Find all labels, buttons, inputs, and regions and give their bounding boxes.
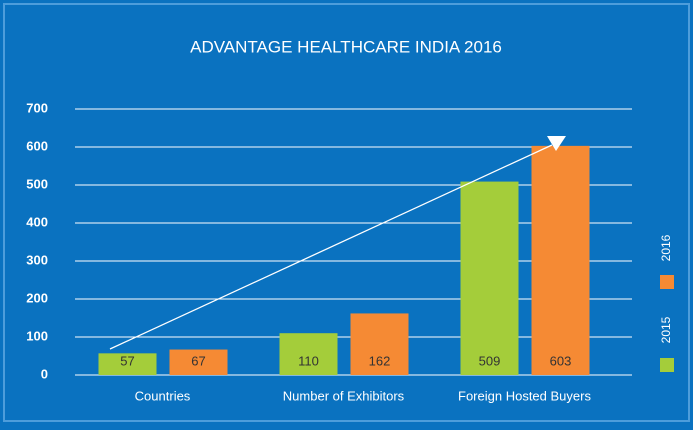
bar (531, 145, 590, 375)
frame (3, 3, 690, 422)
value-label: 67 (191, 353, 205, 368)
y-tick-label: 100 (26, 328, 48, 343)
legend-label: 2016 (659, 234, 673, 261)
y-tick-label: 400 (26, 214, 48, 229)
y-tick-label: 200 (26, 290, 48, 305)
y-tick-label: 500 (26, 176, 48, 191)
legend-label: 2015 (659, 316, 673, 343)
value-label: 509 (479, 353, 501, 368)
y-tick-label: 600 (26, 138, 48, 153)
value-label: 110 (298, 353, 319, 368)
bar (98, 353, 157, 375)
value-label: 162 (369, 353, 391, 368)
x-tick-label: Number of Exhibitors (283, 388, 405, 403)
bar (460, 181, 519, 375)
chart-title: ADVANTAGE HEALTHCARE INDIA 2016 (190, 37, 502, 56)
trend-arrow (109, 136, 566, 350)
plot: 0 100 200 300 400 500 600 700 Countries 57 67 Numbe… (26, 100, 674, 403)
bar (279, 333, 338, 375)
legend-swatch (660, 358, 674, 372)
value-label: 603 (550, 353, 572, 368)
arrow-head (547, 136, 566, 151)
x-tick-label: Foreign Hosted Buyers (458, 388, 591, 403)
legend-swatch (660, 275, 674, 289)
value-label: 57 (120, 353, 134, 368)
x-tick-label: Countries (135, 388, 191, 403)
bar (350, 313, 409, 375)
arrow-line (109, 144, 553, 350)
y-tick-label: 300 (26, 252, 48, 267)
bar (169, 349, 228, 375)
y-tick-label: 700 (26, 100, 48, 115)
y-tick-label: 0 (41, 366, 48, 381)
